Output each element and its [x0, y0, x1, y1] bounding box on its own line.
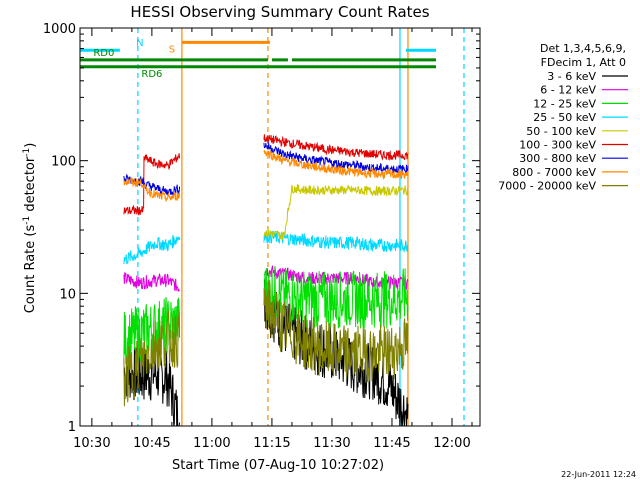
- series-line-7: [123, 149, 409, 202]
- legend-label-7: 800 - 7000 keV: [512, 166, 596, 179]
- x-tick-label-6: 12:00: [433, 436, 470, 451]
- legend-label-6: 300 - 800 keV: [519, 152, 596, 165]
- legend-label-8: 7000 - 20000 keV: [498, 180, 596, 193]
- y-axis-label: Count Rate (s-1 detector-1): [22, 143, 38, 314]
- chart-title: HESSI Observing Summary Count Rates: [130, 3, 429, 21]
- legend-label-2: 12 - 25 keV: [533, 97, 596, 110]
- state-label-s: S: [169, 44, 175, 55]
- series-line-8: [123, 280, 409, 407]
- x-tick-label-0: 10:30: [73, 436, 110, 451]
- series-line-5: [123, 134, 409, 216]
- state-label-n: N: [136, 38, 143, 49]
- legend-label-4: 50 - 100 keV: [526, 125, 596, 138]
- state-label-rd6: RD6: [141, 69, 162, 80]
- y-tick-label-3: 1000: [43, 22, 76, 37]
- legend-label-5: 100 - 300 keV: [519, 139, 596, 152]
- legend-label-3: 25 - 50 keV: [533, 111, 596, 124]
- x-tick-label-2: 11:00: [193, 436, 230, 451]
- state-label-rd0: RD0: [93, 48, 114, 59]
- x-tick-label-3: 11:15: [253, 436, 290, 451]
- series-line-4: [263, 184, 409, 240]
- x-tick-label-5: 11:45: [373, 436, 410, 451]
- x-axis-label: Start Time (07-Aug-10 10:27:02): [172, 458, 384, 473]
- plot-frame: [79, 27, 481, 427]
- x-tick-label-1: 10:45: [133, 436, 170, 451]
- legend: Det 1,3,4,5,6,9, FDecim 1, Att 0 3 - 6 k…: [498, 42, 628, 193]
- legend-header-line-1: Det 1,3,4,5,6,9,: [540, 42, 626, 55]
- legend-header-line-2: FDecim 1, Att 0: [541, 56, 626, 69]
- y-tick-label-1: 10: [59, 287, 76, 302]
- legend-label-0: 3 - 6 keV: [547, 70, 596, 83]
- series-line-3: [123, 230, 409, 265]
- y-tick-label-2: 100: [51, 155, 76, 170]
- legend-label-1: 6 - 12 keV: [540, 84, 596, 97]
- y-tick-label-0: 1: [68, 420, 76, 435]
- x-tick-label-4: 11:30: [313, 436, 350, 451]
- footer-date: 22-Jun-2011 12:24: [561, 470, 636, 479]
